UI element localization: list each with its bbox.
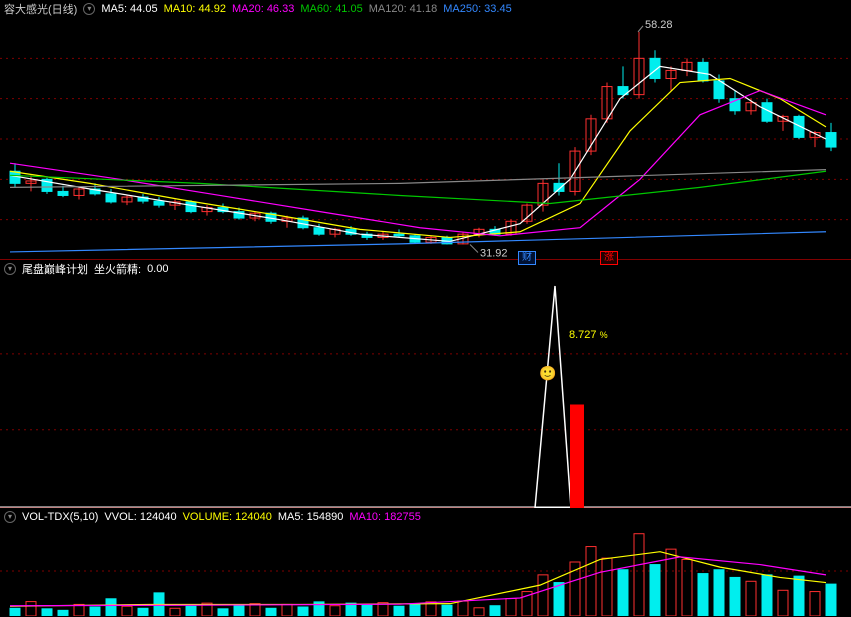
chevron-down-icon[interactable]: ▾ [83,3,95,15]
vol-legend-item: MA10: 182755 [349,511,421,523]
price-plot[interactable]: 58.2831.92 财 涨 [0,18,851,259]
price-chart-panel: 容大感光(日线) ▾ MA5: 44.05 MA10: 44.92 MA20: 46… [0,0,851,260]
ma-legend: MA5: 44.05 MA10: 44.92 MA20: 46.33 MA60: 41… [101,3,517,15]
indicator-title: 尾盘巅峰计划 [22,261,88,277]
ma-legend-item: MA60: 41.05 [300,3,362,15]
chevron-down-icon[interactable]: ▾ [4,511,16,523]
indicator-plot[interactable]: 🙂 8.727 % [0,278,851,507]
ma-legend-item: MA120: 41.18 [369,3,438,15]
volume-plot[interactable] [0,526,851,616]
ma-legend-item: MA10: 44.92 [164,3,226,15]
vol-legend-item: VOLUME: 124040 [183,511,272,523]
ma-legend-item: MA5: 44.05 [101,3,157,15]
price-chart-header: 容大感光(日线) ▾ MA5: 44.05 MA10: 44.92 MA20: 46… [0,0,851,18]
svg-text:58.28: 58.28 [645,19,673,31]
ma-legend-item: MA250: 33.45 [443,3,512,15]
vol-legend-item: MA5: 154890 [278,511,343,523]
smile-emoji-icon: 🙂 [539,365,556,382]
svg-text:31.92: 31.92 [480,248,508,260]
indicator-sub: 坐火箭精: [94,261,141,277]
chevron-down-icon[interactable]: ▾ [4,263,16,275]
indicator-value: 0.00 [147,263,168,275]
volume-panel: ▾ VOL-TDX(5,10) VVOL: 124040 VOLUME: 1240… [0,508,851,616]
vol-legend: VVOL: 124040 VOLUME: 124040 MA5: 154890 MA1… [104,511,426,523]
ma-legend-item: MA20: 46.33 [232,3,294,15]
vol-legend-item: VVOL: 124040 [104,511,176,523]
indicator-pct: 8.727 % [569,329,608,341]
stock-title: 容大感光(日线) [4,1,77,17]
volume-header: ▾ VOL-TDX(5,10) VVOL: 124040 VOLUME: 1240… [0,508,851,526]
vol-title: VOL-TDX(5,10) [22,511,98,523]
indicator-panel: ▾ 尾盘巅峰计划 坐火箭精: 0.00 🙂 8.727 % [0,260,851,508]
indicator-header: ▾ 尾盘巅峰计划 坐火箭精: 0.00 [0,260,851,278]
